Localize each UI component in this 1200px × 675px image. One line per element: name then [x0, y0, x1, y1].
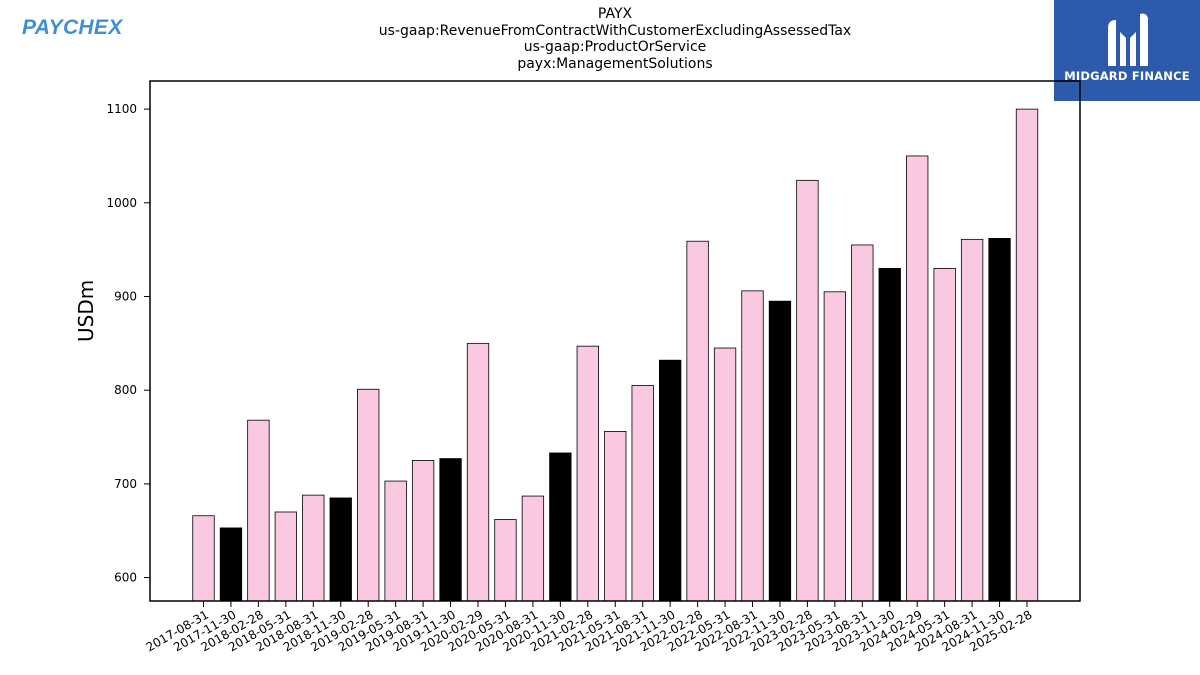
midgard-mark-icon: [1108, 13, 1148, 66]
midgard-finance-logo: MIDGARD FINANCE: [1054, 0, 1200, 101]
chart-title-line: payx:ManagementSolutions: [517, 55, 713, 72]
bar: [906, 155, 929, 602]
bar: [659, 359, 682, 602]
bar: [768, 300, 792, 602]
bar: [466, 342, 490, 602]
bar: [494, 519, 517, 602]
bar: [713, 347, 737, 602]
bar: [329, 497, 352, 602]
y-tick-label: 1100: [106, 102, 137, 116]
chart-title-line: us-gaap:ProductOrService: [523, 39, 707, 55]
chart-title: PAYX us-gaap:RevenueFromContractWithCust…: [315, 6, 915, 72]
chart-title-line: PAYX: [597, 6, 633, 22]
bar: [988, 238, 1011, 602]
y-tick-label: 700: [114, 477, 137, 491]
bar: [1015, 108, 1039, 602]
bars-layer: [192, 108, 1039, 602]
bar: [823, 291, 846, 602]
bar: [576, 345, 599, 602]
bar: [384, 480, 407, 602]
paychex-logo: PAYCHEX: [22, 16, 123, 39]
bar: [631, 385, 654, 602]
bar: [219, 527, 243, 602]
bar: [878, 267, 901, 602]
bar: [247, 419, 270, 602]
midgard-brand-text: MIDGARD FINANCE: [1064, 69, 1190, 83]
bar: [411, 460, 435, 602]
y-tick-label: 900: [114, 289, 137, 303]
bar: [274, 511, 298, 602]
bar: [357, 388, 380, 602]
y-tick-label: 800: [114, 383, 137, 397]
y-tick-label: 1000: [106, 196, 137, 210]
bar: [741, 290, 764, 602]
bar: [960, 238, 984, 602]
bar: [192, 515, 215, 602]
bar: [933, 267, 956, 602]
bar: [549, 452, 572, 602]
bar: [302, 494, 325, 602]
bar: [604, 431, 627, 602]
y-tick-label: 600: [114, 571, 137, 585]
bar: [796, 179, 819, 602]
bar: [686, 240, 709, 602]
bar: [521, 495, 545, 602]
bar: [439, 458, 462, 602]
bar: [851, 244, 874, 602]
chart-title-line: us-gaap:RevenueFromContractWithCustomerE…: [378, 22, 852, 39]
